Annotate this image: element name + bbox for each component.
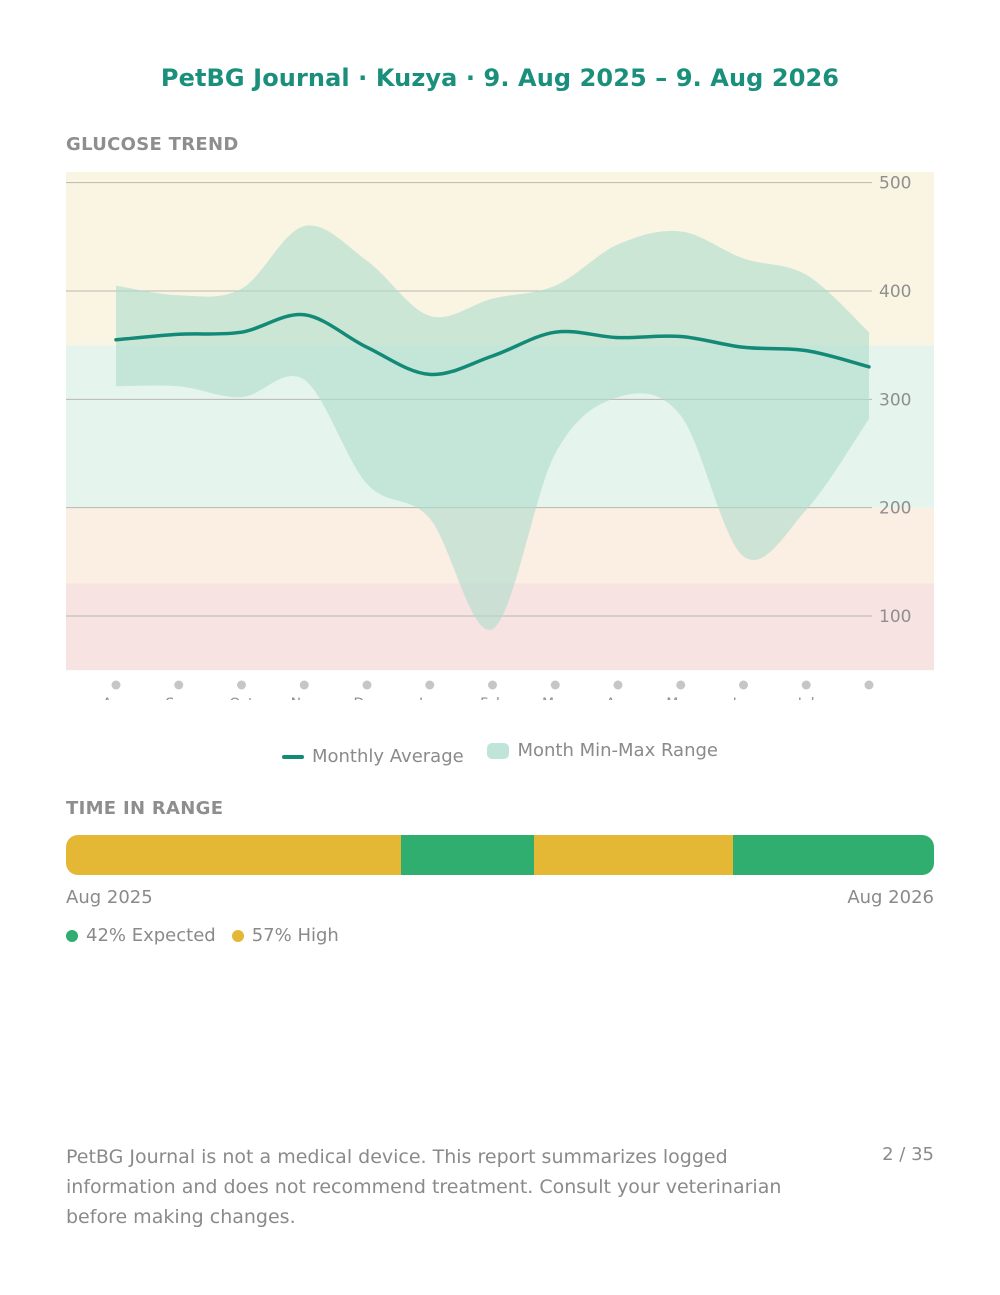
range-end-label: Aug 2026	[847, 887, 934, 908]
disclaimer-text: PetBG Journal is not a medical device. T…	[66, 1146, 782, 1228]
tir-segment-expected	[401, 835, 534, 875]
x-tick-label-aug: Aug	[102, 696, 129, 700]
x-tick-label-apr: Apr	[606, 696, 630, 700]
tir-segment-high	[66, 835, 402, 875]
glucose-trend-title: GLUCOSE TREND	[66, 134, 239, 155]
x-tick-label-mar: Mar	[542, 696, 569, 700]
x-tick-dot-6	[488, 680, 497, 690]
range-band-swatch	[487, 742, 510, 759]
time-in-range-bar	[66, 835, 934, 875]
page-number: 2 / 35	[882, 1144, 934, 1165]
x-tick-label-oct: Oct	[229, 696, 254, 700]
legend-expected: 42% Expected	[66, 925, 216, 946]
x-tick-label-sep: Sep	[166, 696, 193, 700]
tir-segment-expected	[733, 835, 934, 875]
x-tick-dot-11	[801, 680, 811, 690]
x-tick-label-jan: Jan	[418, 696, 441, 700]
x-tick-dot-9	[676, 680, 686, 690]
y-tick-label-300: 300	[879, 390, 911, 410]
x-tick-dot-2	[237, 680, 246, 690]
legend-high: 57% High	[231, 925, 339, 946]
time-in-range-title: TIME IN RANGE	[66, 798, 224, 819]
x-tick-dot-8	[613, 680, 623, 690]
x-tick-dot-3	[299, 680, 309, 690]
x-tick-dot-5	[425, 680, 435, 690]
high-percent-label: 57% High	[251, 925, 339, 946]
expected-dot	[66, 929, 78, 942]
x-tick-dot-4	[362, 680, 372, 690]
y-tick-label-100: 100	[879, 607, 911, 627]
high-dot	[231, 929, 244, 942]
report-title: PetBG Journal · Kuzya · 9. Aug 2025 – 9.…	[160, 64, 840, 92]
expected-percent-label: 42% Expected	[86, 925, 216, 946]
x-tick-label-nov: Nov	[291, 696, 318, 700]
x-tick-dot-7	[550, 680, 560, 690]
range-start-label: Aug 2025	[66, 887, 153, 908]
x-tick-label-may: May	[666, 696, 695, 700]
legend-average-label: Monthly Average	[311, 746, 464, 767]
legend-range-label: Month Min-Max Range	[517, 740, 718, 761]
legend-item-average: Monthly Average	[281, 746, 464, 767]
x-tick-label-jun: Jun	[732, 696, 755, 700]
x-tick-dot-1	[174, 680, 184, 690]
x-tick-label-dec: Dec	[353, 696, 380, 700]
glucose-trend-chart: 100 200 300 400 500 Aug Sep Oct Nov Dec Jan Feb Mar A…	[66, 171, 934, 700]
tir-segment-high	[533, 835, 734, 875]
chart-legend: Monthly Average Month Min-Max Range	[0, 740, 1000, 767]
x-tick-dot-10	[739, 680, 748, 690]
legend-item-range: Month Min-Max Range	[487, 740, 718, 761]
x-tick-label-feb: Feb	[480, 696, 505, 700]
min-max-range-band	[116, 225, 869, 630]
y-tick-label-500: 500	[879, 174, 911, 194]
x-tick-label-jul: Jul	[797, 696, 815, 700]
y-tick-label-400: 400	[879, 282, 911, 302]
x-tick-dot-0	[111, 680, 121, 690]
time-in-range-legend: 42% Expected 57% High	[66, 925, 355, 946]
x-tick-dot-12	[864, 680, 874, 690]
monthly-average-line	[114, 312, 871, 377]
y-tick-label-200: 200	[879, 499, 911, 519]
average-line-swatch	[281, 754, 304, 759]
